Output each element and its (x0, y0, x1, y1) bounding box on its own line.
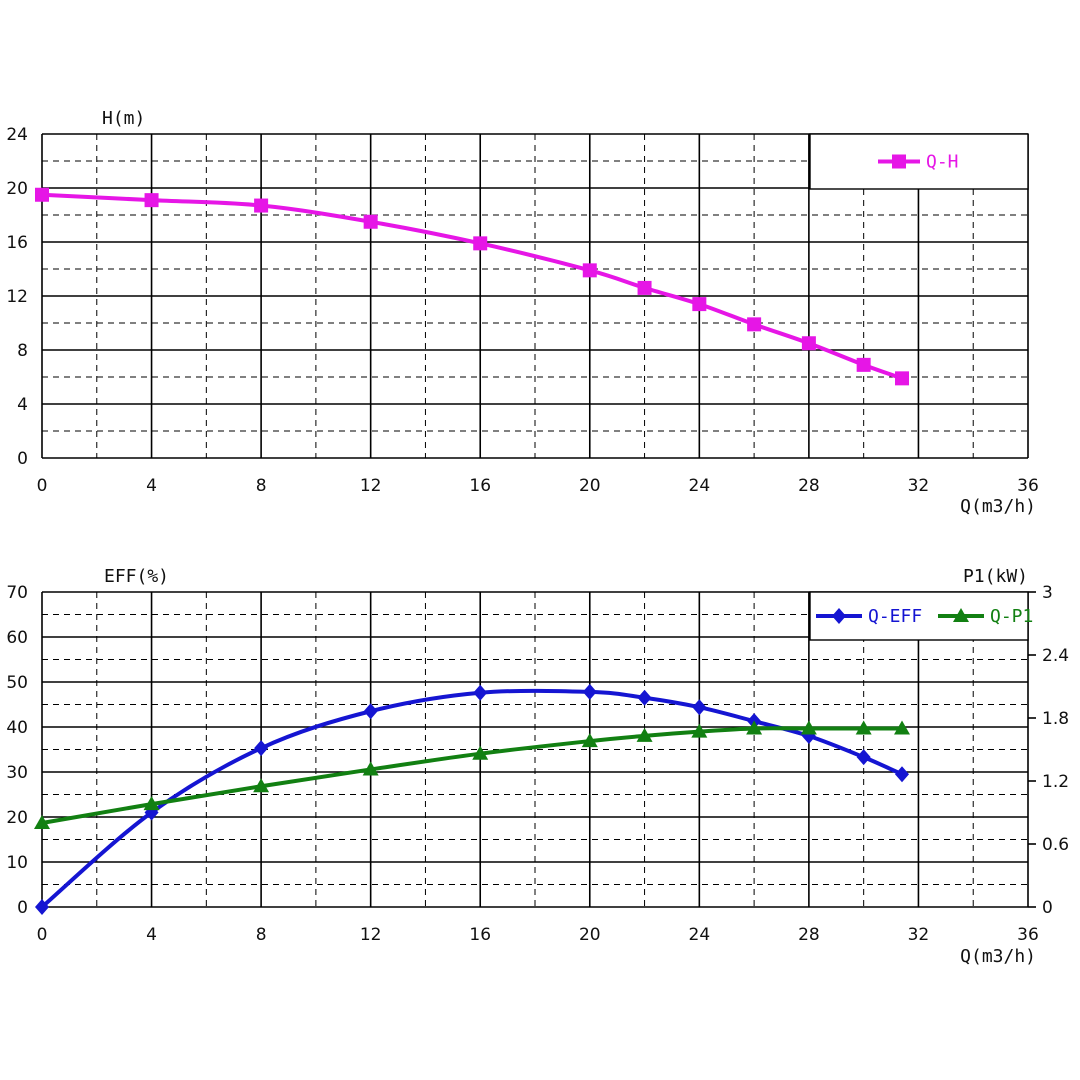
y-tick-label: 20 (6, 179, 28, 199)
data-point (144, 193, 159, 208)
y-tick-label: 4 (17, 395, 28, 415)
y-tick-label: 10 (6, 853, 28, 873)
y-tick-label: 0 (17, 449, 28, 469)
x-tick-label: 12 (360, 925, 382, 945)
data-point (472, 745, 489, 760)
y2-tick-label: 1.2 (1042, 772, 1069, 792)
grid (41, 133, 1029, 459)
y-tick-label: 12 (6, 287, 28, 307)
x-tick-label: 16 (469, 925, 491, 945)
data-point (747, 317, 762, 332)
x-axis-label: Q(m3/h) (960, 946, 1036, 967)
x-tick-label: 20 (579, 925, 601, 945)
data-point (34, 815, 50, 829)
data-point (254, 198, 269, 213)
y2-tick-label: 0 (1042, 898, 1053, 918)
x-tick-label: 24 (689, 476, 711, 496)
legend-marker (953, 608, 969, 622)
y2-tick-label: 2.4 (1042, 646, 1069, 666)
legend-label: Q-EFF (868, 606, 922, 627)
x-tick-label: 32 (908, 925, 930, 945)
y-tick-label: 50 (6, 673, 28, 693)
y2-tick-label: 0.6 (1042, 835, 1069, 855)
series-q-eff (35, 683, 910, 915)
data-point (363, 214, 378, 229)
x-tick-label: 32 (908, 476, 930, 496)
data-point (855, 720, 872, 735)
data-point (691, 723, 708, 738)
data-point (637, 280, 652, 295)
data-point (746, 720, 763, 735)
x-tick-label: 0 (37, 925, 48, 945)
legend-label: Q-P1 (990, 606, 1033, 627)
data-point (582, 263, 597, 278)
data-point (35, 899, 49, 915)
y-tick-label: 16 (6, 233, 28, 253)
series-q-h (35, 187, 910, 386)
data-point (636, 727, 653, 742)
x-tick-label: 20 (579, 476, 601, 496)
x-tick-label: 24 (689, 925, 711, 945)
y-tick-label: 70 (6, 583, 28, 603)
grid (41, 591, 1036, 908)
data-point (362, 761, 379, 776)
y-tick-label: 40 (6, 718, 28, 738)
data-point (35, 187, 49, 202)
data-point (637, 689, 652, 706)
y-tick-label: 20 (6, 808, 28, 828)
y-axis-label: EFF(%) (104, 566, 169, 587)
data-point (253, 778, 270, 793)
y-tick-label: 30 (6, 763, 28, 783)
data-point (143, 796, 160, 811)
x-tick-label: 4 (146, 476, 157, 496)
legend-marker (832, 608, 846, 624)
data-point (801, 336, 816, 351)
data-point (363, 703, 378, 720)
y-tick-label: 24 (6, 125, 28, 145)
data-point (895, 766, 910, 783)
x-tick-label: 28 (798, 925, 820, 945)
data-point (581, 733, 598, 748)
x-tick-label: 12 (360, 476, 382, 496)
chart-2: 0 4 8 12 16 20 24 28 32 3601020304050607000.61.21… (6, 566, 1069, 967)
legend: Q-EFF Q-P1 (809, 591, 1033, 641)
chart-1: 0 4 8 12 16 20 24 28 32 36 0 4 8 12 16 20 24 H(m) Q(m3/h) Q… (6, 108, 1038, 517)
data-point (895, 371, 910, 386)
y-tick-label: 0 (17, 898, 28, 918)
data-point (692, 699, 707, 716)
series-line (41, 192, 903, 381)
x-axis-label: Q(m3/h) (960, 496, 1036, 517)
legend-label: Q-H (926, 152, 959, 173)
y2-tick-label: 1.8 (1042, 709, 1069, 729)
y-axis-label: H(m) (102, 108, 145, 129)
data-point (473, 684, 488, 701)
data-point (254, 740, 269, 757)
x-tick-label: 4 (146, 925, 157, 945)
data-point (582, 683, 597, 700)
x-tick-label: 8 (256, 925, 267, 945)
y-tick-label: 8 (17, 341, 28, 361)
x-tick-label: 16 (469, 476, 491, 496)
y2-tick-label: 3 (1042, 583, 1053, 603)
x-tick-label: 36 (1017, 476, 1039, 496)
data-point (800, 720, 817, 735)
series-line (41, 726, 903, 825)
data-point (856, 749, 871, 766)
y-tick-label: 60 (6, 628, 28, 648)
x-tick-label: 28 (798, 476, 820, 496)
data-point (894, 720, 911, 735)
x-tick-label: 36 (1017, 925, 1039, 945)
series-q-p1 (34, 720, 911, 829)
y2-axis-label: P1(kW) (963, 566, 1028, 587)
legend-marker (892, 154, 906, 169)
data-point (692, 297, 707, 312)
x-tick-label: 8 (256, 476, 267, 496)
x-tick-label: 0 (37, 476, 48, 496)
legend: Q-H (809, 133, 1029, 190)
data-point (856, 357, 871, 372)
data-point (473, 236, 488, 251)
